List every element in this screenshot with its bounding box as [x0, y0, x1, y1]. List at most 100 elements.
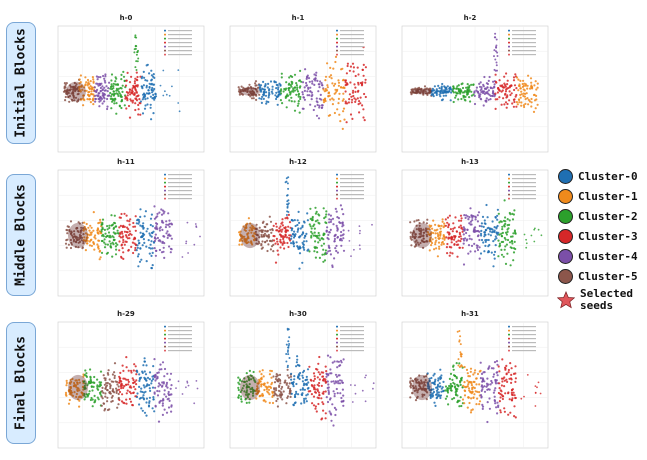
cluster-0-points	[479, 203, 500, 268]
cluster-0-points	[139, 63, 158, 121]
row-label-initial: Initial Blocks	[6, 22, 36, 144]
legend-swatch	[558, 168, 573, 184]
panel-title: h-13	[461, 158, 479, 166]
cluster-3-points	[344, 46, 367, 124]
cluster-4-points	[479, 360, 500, 424]
outlier-points	[349, 374, 375, 403]
legend-item-cluster-3: Cluster-3	[558, 226, 646, 246]
mini-legend	[508, 325, 536, 352]
star-icon	[557, 291, 575, 309]
scatter-plot	[401, 25, 549, 153]
cluster-2-points	[444, 362, 464, 408]
cluster-4-points	[325, 354, 345, 427]
legend-item-cluster-0: Cluster-0	[558, 166, 646, 186]
legend-label: Cluster-3	[578, 229, 638, 243]
cluster-4-points	[301, 68, 325, 120]
cluster-4-points	[153, 358, 173, 423]
cluster-3-points	[307, 355, 328, 421]
cluster-1-points	[82, 211, 103, 261]
dense-core	[240, 87, 260, 96]
cluster-5-points	[62, 78, 81, 103]
legend-label: Selected seeds	[580, 288, 633, 312]
legend-label: Cluster-1	[578, 189, 638, 203]
cluster-1-points	[461, 365, 482, 414]
outlier-points	[347, 223, 373, 257]
mini-legend	[508, 29, 536, 56]
row-label-text: Middle Blocks	[13, 184, 29, 286]
legend-swatch	[558, 228, 573, 244]
cluster-1-points	[322, 55, 346, 130]
cluster-2-points	[451, 82, 475, 104]
scatter-plot	[57, 169, 205, 297]
cluster-2-points	[100, 214, 120, 258]
cluster-5-points	[64, 220, 85, 250]
spike-points	[284, 176, 290, 216]
cluster-1-points	[64, 373, 85, 408]
cluster-2-points	[279, 69, 303, 114]
cluster-5-points	[237, 80, 261, 101]
scatter-plot	[401, 321, 549, 449]
panel-title: h-12	[289, 158, 307, 166]
seeds-line-2: seeds	[580, 299, 614, 312]
dense-core	[66, 81, 86, 102]
cluster-1-points	[426, 218, 446, 258]
panel-title: h-1	[291, 14, 305, 22]
scatter-plot	[229, 169, 377, 297]
cluster-0-points	[135, 208, 156, 270]
legend-label: Cluster-4	[578, 249, 638, 263]
scatter-panel-h-30: h-30	[216, 310, 380, 460]
cluster-legend: Cluster-0 Cluster-1 Cluster-2 Cluster-3 …	[557, 166, 646, 312]
cluster-5-points	[409, 218, 429, 249]
outlier-points	[175, 380, 199, 405]
legend-swatch	[558, 188, 573, 204]
outlier-points	[523, 227, 543, 249]
row-label-middle: Middle Blocks	[6, 174, 36, 296]
scatter-plot	[229, 25, 377, 153]
mini-legend	[336, 325, 364, 352]
dense-core	[412, 222, 432, 249]
spike-points	[493, 32, 499, 72]
legend-label: Cluster-0	[578, 169, 638, 183]
row-label-text: Initial Blocks	[13, 28, 29, 138]
scatter-plot	[229, 321, 377, 449]
cluster-2-points	[308, 206, 328, 263]
dense-core	[412, 88, 432, 95]
cluster-0-points	[135, 357, 156, 417]
cluster-2-points	[237, 369, 257, 404]
dense-core	[240, 374, 260, 401]
scatter-panel-h-12: h-12	[216, 158, 380, 308]
mini-legend	[164, 325, 192, 352]
outlier-points	[159, 69, 181, 113]
cluster-1-points	[238, 217, 257, 246]
outlier-points	[520, 374, 542, 407]
mini-legend	[164, 29, 192, 56]
dense-core	[68, 222, 88, 249]
cluster-2-points	[109, 70, 127, 115]
outlier-points	[181, 221, 201, 258]
legend-item-cluster-1: Cluster-1	[558, 186, 646, 206]
mini-legend	[336, 29, 364, 56]
cluster-5-points	[409, 373, 429, 402]
cluster-4-points	[153, 205, 174, 259]
cluster-5-points	[100, 362, 120, 412]
cluster-1-points	[515, 74, 539, 113]
dense-core	[412, 374, 432, 401]
spike-points	[456, 330, 464, 368]
spike-points	[133, 34, 140, 71]
legend-label: Cluster-2	[578, 209, 638, 223]
panel-title: h-0	[119, 14, 133, 22]
dense-core	[240, 222, 260, 249]
cluster-1-points	[78, 74, 96, 107]
scatter-panel-h-1: h-1	[216, 14, 380, 164]
cluster-3-points	[124, 71, 142, 119]
panel-title: h-2	[463, 14, 477, 22]
scatter-panel-h-29: h-29	[44, 310, 208, 460]
cluster-0-points	[258, 80, 282, 106]
scatter-plot	[57, 321, 205, 449]
legend-swatch	[558, 248, 573, 264]
scatter-panel-h-13: h-13	[388, 158, 552, 308]
cluster-4-points	[93, 73, 111, 111]
scatter-panel-h-2: h-2	[388, 14, 552, 164]
scatter-plot	[57, 25, 205, 153]
scatter-panel-h-0: h-0	[44, 14, 208, 164]
